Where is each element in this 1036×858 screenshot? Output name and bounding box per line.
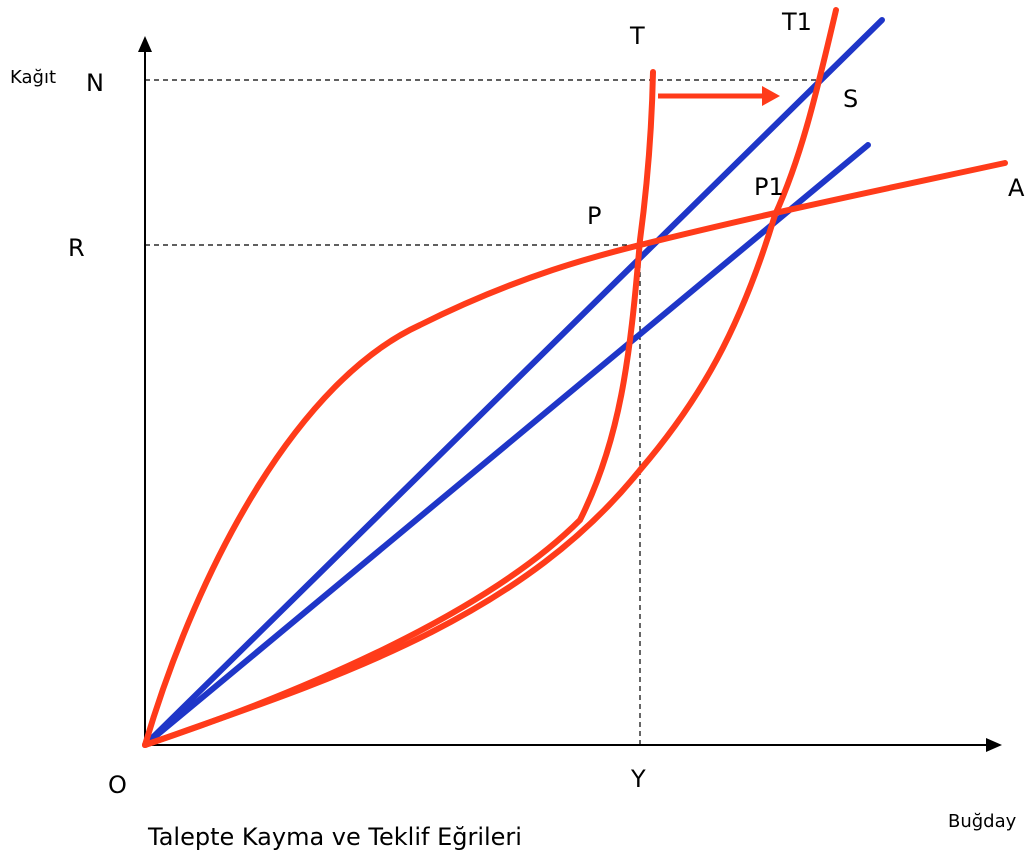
label-r: R: [68, 234, 85, 262]
label-a: A: [1008, 174, 1025, 202]
shift-arrow-head: [762, 86, 780, 106]
offer-curve-a: [142, 160, 1008, 748]
price-line-shallow: [142, 142, 871, 748]
label-n: N: [86, 69, 104, 97]
y-axis-title: Kağıt: [10, 67, 56, 88]
label-y: Y: [630, 765, 646, 793]
price-line-steep: [142, 17, 885, 748]
y-axis-arrowhead: [138, 36, 152, 52]
label-s: S: [843, 85, 858, 113]
x-axis-arrowhead: [986, 738, 1002, 752]
label-p: P: [587, 202, 601, 230]
offer-curves: [142, 7, 1008, 748]
label-p1: P1: [754, 173, 784, 201]
price-lines: [142, 17, 885, 748]
label-t1: T1: [781, 8, 812, 36]
offer-curve-t: [142, 69, 656, 748]
diagram-caption: Talepte Kayma ve Teklif Eğrileri: [147, 823, 522, 851]
offer-curve-t1: [142, 7, 839, 748]
axes: [138, 36, 1002, 752]
label-t: T: [629, 22, 645, 50]
shift-arrow: [658, 86, 780, 106]
x-axis-title: Buğday: [948, 811, 1017, 832]
guide-lines: [145, 79, 820, 745]
label-origin: O: [108, 771, 127, 799]
